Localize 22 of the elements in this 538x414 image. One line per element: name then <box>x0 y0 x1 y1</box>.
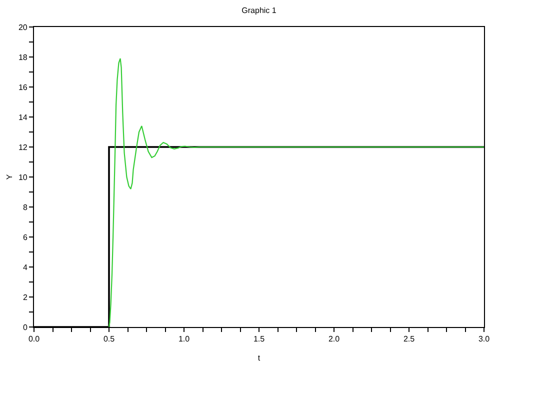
y-axis-title: Y <box>5 174 14 180</box>
y-tick-label: 12 <box>18 142 28 152</box>
x-tick-label: 1.5 <box>253 334 266 344</box>
x-tick-label: 2.5 <box>403 334 416 344</box>
y-tick-label: 16 <box>18 82 28 92</box>
x-axis-title: t <box>258 354 261 363</box>
y-tick-label: 6 <box>22 232 28 242</box>
y-tick-label: 18 <box>18 52 28 62</box>
x-tick-label: 3.0 <box>478 334 490 344</box>
line-series <box>108 58 484 327</box>
y-tick-label: 20 <box>18 22 28 32</box>
chart-title: Graphic 1 <box>242 6 277 15</box>
x-tick-label: 0.0 <box>28 334 40 344</box>
x-tick-label: 2.0 <box>328 334 340 344</box>
y-tick-label: 14 <box>18 112 28 122</box>
y-tick-label: 2 <box>22 292 28 302</box>
x-tick-label: 0.5 <box>103 334 116 344</box>
x-tick-label: 1.0 <box>178 334 190 344</box>
y-tick-label: 10 <box>18 172 28 182</box>
y-tick-label: 0 <box>22 322 28 332</box>
y-tick-label: 8 <box>22 202 28 212</box>
y-tick-label: 4 <box>22 262 28 272</box>
